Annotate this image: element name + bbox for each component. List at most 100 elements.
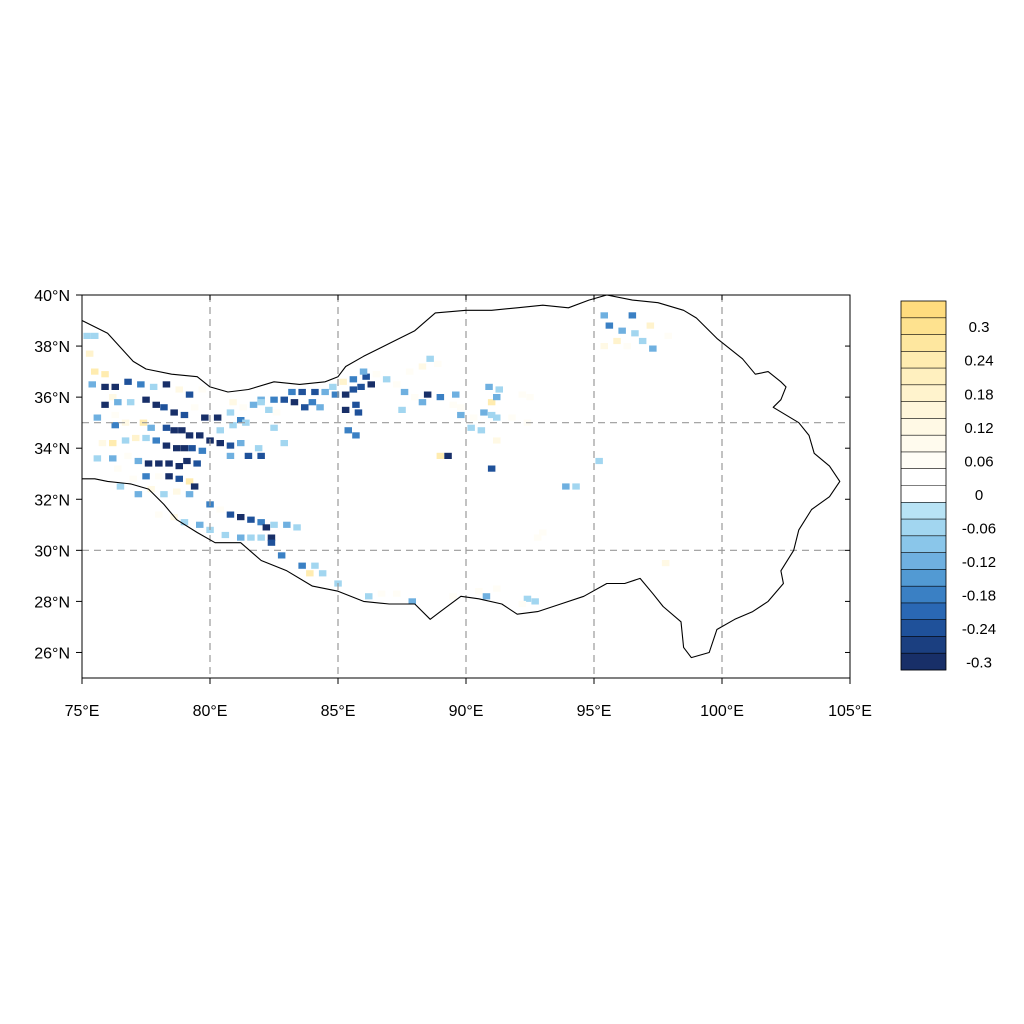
data-cell <box>359 368 368 375</box>
data-cell <box>183 457 191 465</box>
data-cell <box>267 534 276 541</box>
colorbar-swatch <box>901 317 946 335</box>
data-cell <box>147 486 155 493</box>
data-cell <box>101 383 109 390</box>
data-cell <box>321 388 329 396</box>
data-cell <box>109 455 117 462</box>
data-cell <box>190 483 199 490</box>
data-cell <box>185 478 194 485</box>
data-cell <box>237 440 245 447</box>
data-cell <box>121 419 130 426</box>
data-cell <box>487 465 496 472</box>
data-cell <box>290 399 299 406</box>
data-cell <box>173 488 181 495</box>
data-cell <box>142 396 150 403</box>
data-cell <box>198 386 207 393</box>
colorbar-swatch <box>901 653 946 671</box>
data-cell <box>270 396 278 403</box>
data-cell <box>482 593 491 600</box>
data-cell <box>280 396 288 403</box>
data-cell <box>341 391 350 398</box>
colorbar-swatch <box>901 384 946 402</box>
x-tick-label: 75°E <box>65 703 100 720</box>
data-cell <box>109 394 117 401</box>
x-tick-label: 90°E <box>449 703 484 720</box>
data-cell <box>493 414 501 421</box>
data-cell <box>124 452 132 459</box>
data-cell <box>262 524 271 531</box>
data-cell <box>523 595 532 602</box>
colorbar-swatch <box>901 569 946 587</box>
data-cell <box>147 424 155 431</box>
data-cell <box>400 388 409 396</box>
data-cell <box>221 531 230 539</box>
data-cell <box>477 427 486 434</box>
data-cell <box>193 460 201 467</box>
data-cell <box>418 399 427 406</box>
data-cell <box>109 440 117 447</box>
colorbar-label: 0.3 <box>969 319 990 336</box>
data-cell <box>493 437 501 444</box>
data-cell <box>393 381 401 388</box>
data-cell <box>436 394 445 401</box>
data-cell <box>605 322 614 329</box>
y-tick-label: 38°N <box>34 339 70 356</box>
y-tick-label: 36°N <box>34 390 70 407</box>
colorbar-label: 0.18 <box>964 386 993 403</box>
colorbar-swatch <box>901 351 946 369</box>
data-cell <box>175 386 183 393</box>
data-cell <box>93 455 102 462</box>
data-cell <box>487 411 496 419</box>
data-cell <box>526 394 534 401</box>
data-cell <box>344 427 352 434</box>
data-cell <box>173 445 181 452</box>
data-cell <box>188 445 196 452</box>
data-cell <box>162 442 171 449</box>
data-cell <box>372 371 381 378</box>
colorbar-swatch <box>901 301 946 319</box>
data-cell <box>352 401 360 408</box>
data-cell <box>144 460 153 467</box>
data-cell <box>280 440 288 447</box>
data-cell <box>111 411 119 419</box>
data-cell <box>449 401 457 408</box>
data-cell <box>226 442 235 449</box>
data-cell <box>405 368 414 375</box>
data-cell <box>493 585 501 592</box>
colorbar-swatch <box>901 401 946 419</box>
data-cell <box>257 399 265 406</box>
data-cell <box>298 388 306 396</box>
colorbar-swatch <box>901 468 946 486</box>
data-cell <box>452 391 460 398</box>
data-cell <box>196 432 204 439</box>
colorbar-swatch <box>901 552 946 570</box>
gridlines <box>82 295 850 678</box>
data-cell <box>142 473 150 480</box>
data-cell <box>226 409 235 416</box>
data-cell <box>398 406 406 413</box>
data-cell <box>198 447 207 454</box>
data-cell <box>185 491 194 498</box>
data-cell <box>152 437 160 444</box>
data-cell <box>242 419 250 426</box>
data-cell <box>134 457 143 465</box>
data-cell <box>226 452 235 459</box>
data-cell <box>91 332 99 339</box>
data-cell <box>508 414 516 421</box>
data-cell <box>160 404 168 411</box>
colorbar-label: -0.18 <box>962 588 996 605</box>
data-cell <box>237 514 245 521</box>
data-cell <box>93 414 102 421</box>
data-cell <box>288 388 296 396</box>
data-cell <box>600 312 608 319</box>
colorbar-label: 0.24 <box>964 353 993 370</box>
data-cell <box>436 452 445 459</box>
data-cell <box>365 593 373 600</box>
data-cell <box>155 473 163 480</box>
data-cell <box>393 590 401 597</box>
y-tick-label: 40°N <box>34 288 70 305</box>
data-cell <box>265 406 273 413</box>
data-cell <box>267 539 276 546</box>
data-cell <box>226 511 235 518</box>
data-cell <box>339 378 347 385</box>
